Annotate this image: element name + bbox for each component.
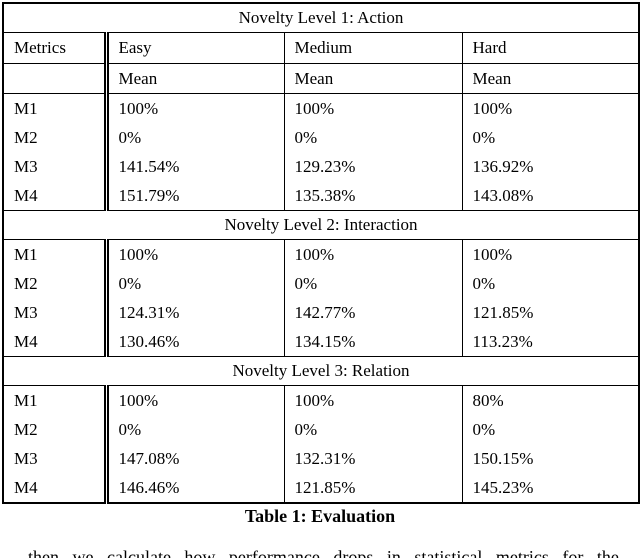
cell-value: 146.46%	[103, 473, 284, 503]
table-row: M3 147.08% 132.31% 150.15%	[3, 444, 640, 473]
cell-metric: M3	[14, 156, 38, 176]
table-row: M3 124.31% 142.77% 121.85%	[3, 298, 640, 327]
cell-metric: M1	[14, 390, 38, 410]
cell-value: 0%	[461, 415, 640, 444]
table-row: M4 130.46% 134.15% 113.23%	[3, 327, 640, 357]
table-row: M3 141.54% 129.23% 136.92%	[3, 152, 640, 181]
cell-value: 0%	[103, 269, 284, 298]
cell-value: 100%	[103, 93, 284, 123]
column-header-row: Metrics Easy Medium Hard	[3, 32, 640, 64]
table-row: M2 0% 0% 0%	[3, 415, 640, 444]
table-row: M1 100% 100% 100%	[3, 93, 640, 123]
cell-metric: M3	[14, 448, 38, 468]
metrics-header: Metrics	[3, 32, 106, 64]
section-3-title: Novelty Level 3: Relation	[3, 356, 640, 386]
evaluation-table: Novelty Level 1: Action Metrics Easy Med…	[2, 2, 640, 504]
cell-metric: M4	[14, 185, 38, 205]
cell-value: 0%	[283, 415, 462, 444]
table-row: M4 146.46% 121.85% 145.23%	[3, 473, 640, 503]
table-row: M2 0% 0% 0%	[3, 269, 640, 298]
table-caption: Table 1: Evaluation	[244, 506, 396, 526]
cell-value: 0%	[103, 123, 284, 152]
section-3-title-row: Novelty Level 3: Relation	[3, 356, 640, 386]
cell-metric: M2	[14, 273, 38, 293]
col-header-hard: Hard	[461, 32, 640, 64]
table-row: M2 0% 0% 0%	[3, 123, 640, 152]
cell-value: 142.77%	[283, 298, 462, 327]
col-header-easy: Easy	[103, 32, 284, 64]
cell-metric: M1	[14, 98, 38, 118]
cell-value: 121.85%	[283, 473, 462, 503]
mean-label-easy: Mean	[103, 63, 284, 94]
cell-metric: M3	[14, 302, 38, 322]
cell-metric: M1	[14, 244, 38, 264]
cell-value: 143.08%	[461, 181, 640, 211]
cell-metric: M4	[14, 331, 38, 351]
cell-value: 0%	[461, 269, 640, 298]
col-header-medium: Medium	[283, 32, 462, 64]
section-2-title-row: Novelty Level 2: Interaction	[3, 210, 640, 240]
cell-value: 135.38%	[283, 181, 462, 211]
cell-value: 130.46%	[103, 327, 284, 357]
section-1-title-row: Novelty Level 1: Action	[3, 2, 640, 33]
cell-value: 113.23%	[461, 327, 640, 357]
section-1-title: Novelty Level 1: Action	[3, 2, 640, 33]
cell-value: 0%	[103, 415, 284, 444]
table-row: M1 100% 100% 80%	[3, 385, 640, 415]
cell-value: 121.85%	[461, 298, 640, 327]
cell-metric: M4	[14, 477, 38, 497]
cell-value: 150.15%	[461, 444, 640, 473]
mean-row-empty-cell	[3, 63, 106, 94]
mean-label-medium: Mean	[283, 63, 462, 94]
cell-value: 132.31%	[283, 444, 462, 473]
cell-value: 100%	[103, 239, 284, 269]
cell-value: 134.15%	[283, 327, 462, 357]
cell-value: 145.23%	[461, 473, 640, 503]
cell-value: 129.23%	[283, 152, 462, 181]
section-2-title: Novelty Level 2: Interaction	[3, 210, 640, 240]
cell-value: 100%	[283, 239, 462, 269]
cell-value: 147.08%	[103, 444, 284, 473]
cell-value: 100%	[103, 385, 284, 415]
cell-value: 100%	[461, 239, 640, 269]
mean-row: Mean Mean Mean	[3, 63, 640, 94]
table-row: M1 100% 100% 100%	[3, 239, 640, 269]
table-row: M4 151.79% 135.38% 143.08%	[3, 181, 640, 211]
cell-value: 141.54%	[103, 152, 284, 181]
cell-metric: M2	[14, 419, 38, 439]
cell-value: 124.31%	[103, 298, 284, 327]
cell-value: 0%	[283, 123, 462, 152]
cell-value: 151.79%	[103, 181, 284, 211]
cell-metric: M2	[14, 127, 38, 147]
mean-label-hard: Mean	[461, 63, 640, 94]
cell-value: 100%	[283, 385, 462, 415]
cell-value: 136.92%	[461, 152, 640, 181]
body-text-partial-line: then we calculate how performance drops …	[28, 547, 619, 558]
cell-value: 0%	[461, 123, 640, 152]
cell-value: 100%	[461, 93, 640, 123]
cell-value: 80%	[461, 385, 640, 415]
cell-value: 0%	[283, 269, 462, 298]
cell-value: 100%	[283, 93, 462, 123]
